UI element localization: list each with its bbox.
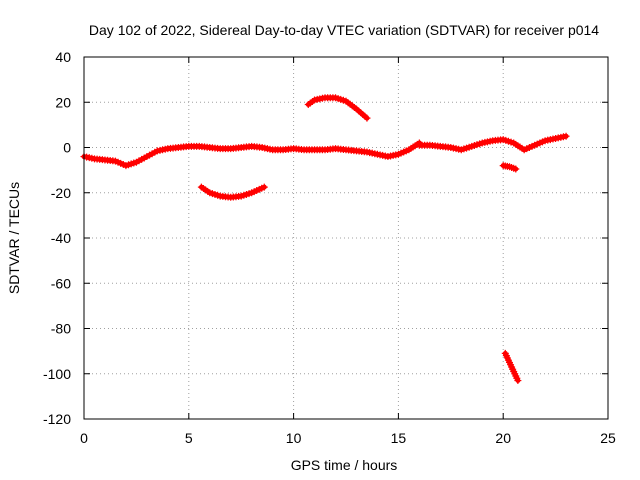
x-axis-label: GPS time / hours	[291, 457, 398, 473]
chart-title: Day 102 of 2022, Sidereal Day-to-day VTE…	[89, 22, 599, 38]
y-tick-label: 0	[63, 140, 71, 156]
y-tick-label: -80	[51, 321, 71, 337]
series-5	[499, 162, 520, 173]
y-tick-label: -40	[51, 230, 71, 246]
x-tick-label: 25	[600, 430, 616, 446]
data-point-marker	[562, 132, 570, 140]
y-tick-label: -120	[43, 411, 71, 427]
series-4	[304, 94, 371, 122]
x-tick-label: 15	[391, 430, 407, 446]
data-point-marker	[514, 377, 522, 385]
data-series	[80, 94, 570, 385]
series-2	[415, 132, 570, 154]
data-point-marker	[512, 165, 520, 173]
y-tick-label: -100	[43, 366, 71, 382]
y-tick-label: 40	[55, 49, 71, 65]
x-tick-label: 20	[495, 430, 511, 446]
x-tick-label: 0	[80, 430, 88, 446]
x-tick-labels: 0 5 10 15 20 25	[80, 430, 616, 446]
y-tick-label: -20	[51, 185, 71, 201]
y-axis-label: SDTVAR / TECUs	[6, 182, 22, 294]
x-tick-label: 10	[286, 430, 302, 446]
series-3	[197, 183, 268, 201]
y-tick-label: 20	[55, 94, 71, 110]
series-1	[80, 139, 423, 170]
series-6	[501, 349, 522, 385]
data-point-marker	[363, 114, 371, 122]
y-tick-labels: -120 -100 -80 -60 -40 -20 0 20 40	[43, 49, 71, 427]
plot-frame	[83, 56, 609, 420]
y-tick-label: -60	[51, 275, 71, 291]
data-point-marker	[260, 183, 268, 191]
x-tick-label: 5	[185, 430, 193, 446]
